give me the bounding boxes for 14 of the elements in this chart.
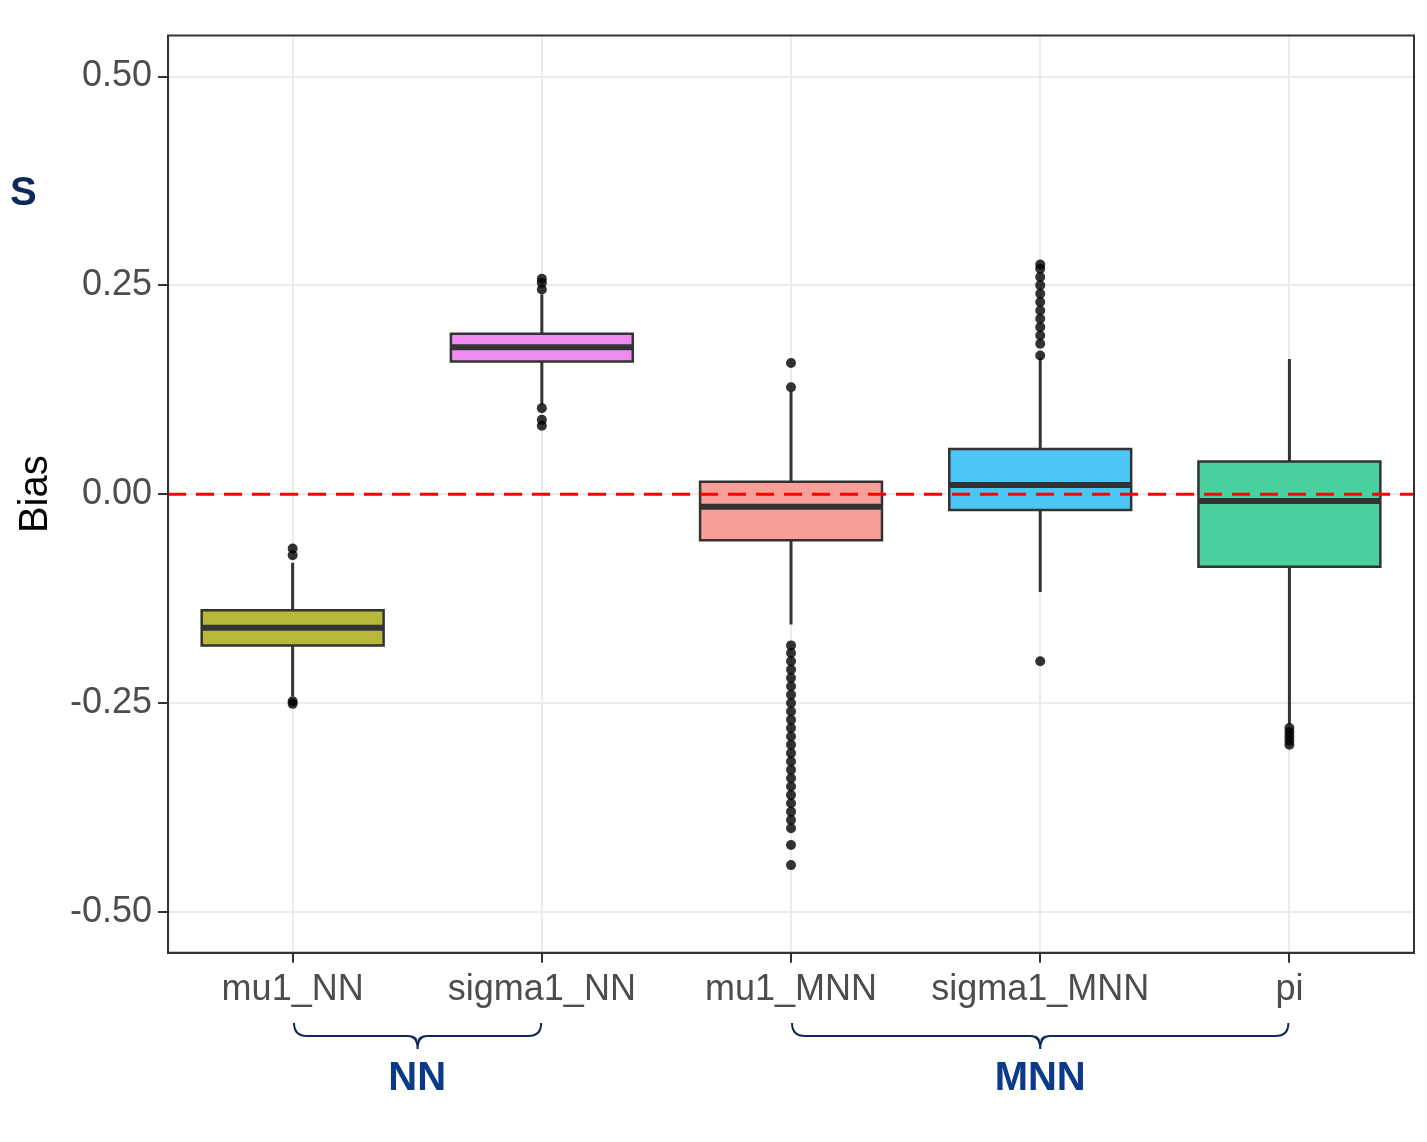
y-axis-title: Bias [11, 455, 56, 534]
y-tick-label: -0.50 [69, 888, 153, 930]
x-tick-label: sigma1_NN [447, 967, 636, 1009]
text: NN [387, 1054, 448, 1099]
x-tick-label: mu1_MNN [705, 967, 878, 1009]
text: MNN [993, 1054, 1087, 1099]
x-tick-label: mu1_NN [221, 967, 364, 1009]
x-tick-label: sigma1_MNN [931, 967, 1150, 1009]
text: S [10, 169, 37, 214]
y-tick-label: 0.25 [81, 262, 153, 304]
y-tick-label: 0.00 [81, 471, 153, 513]
y-tick-label: 0.50 [81, 53, 153, 95]
x-tick-label: pi [1275, 967, 1304, 1009]
y-tick-label: -0.25 [69, 679, 153, 721]
